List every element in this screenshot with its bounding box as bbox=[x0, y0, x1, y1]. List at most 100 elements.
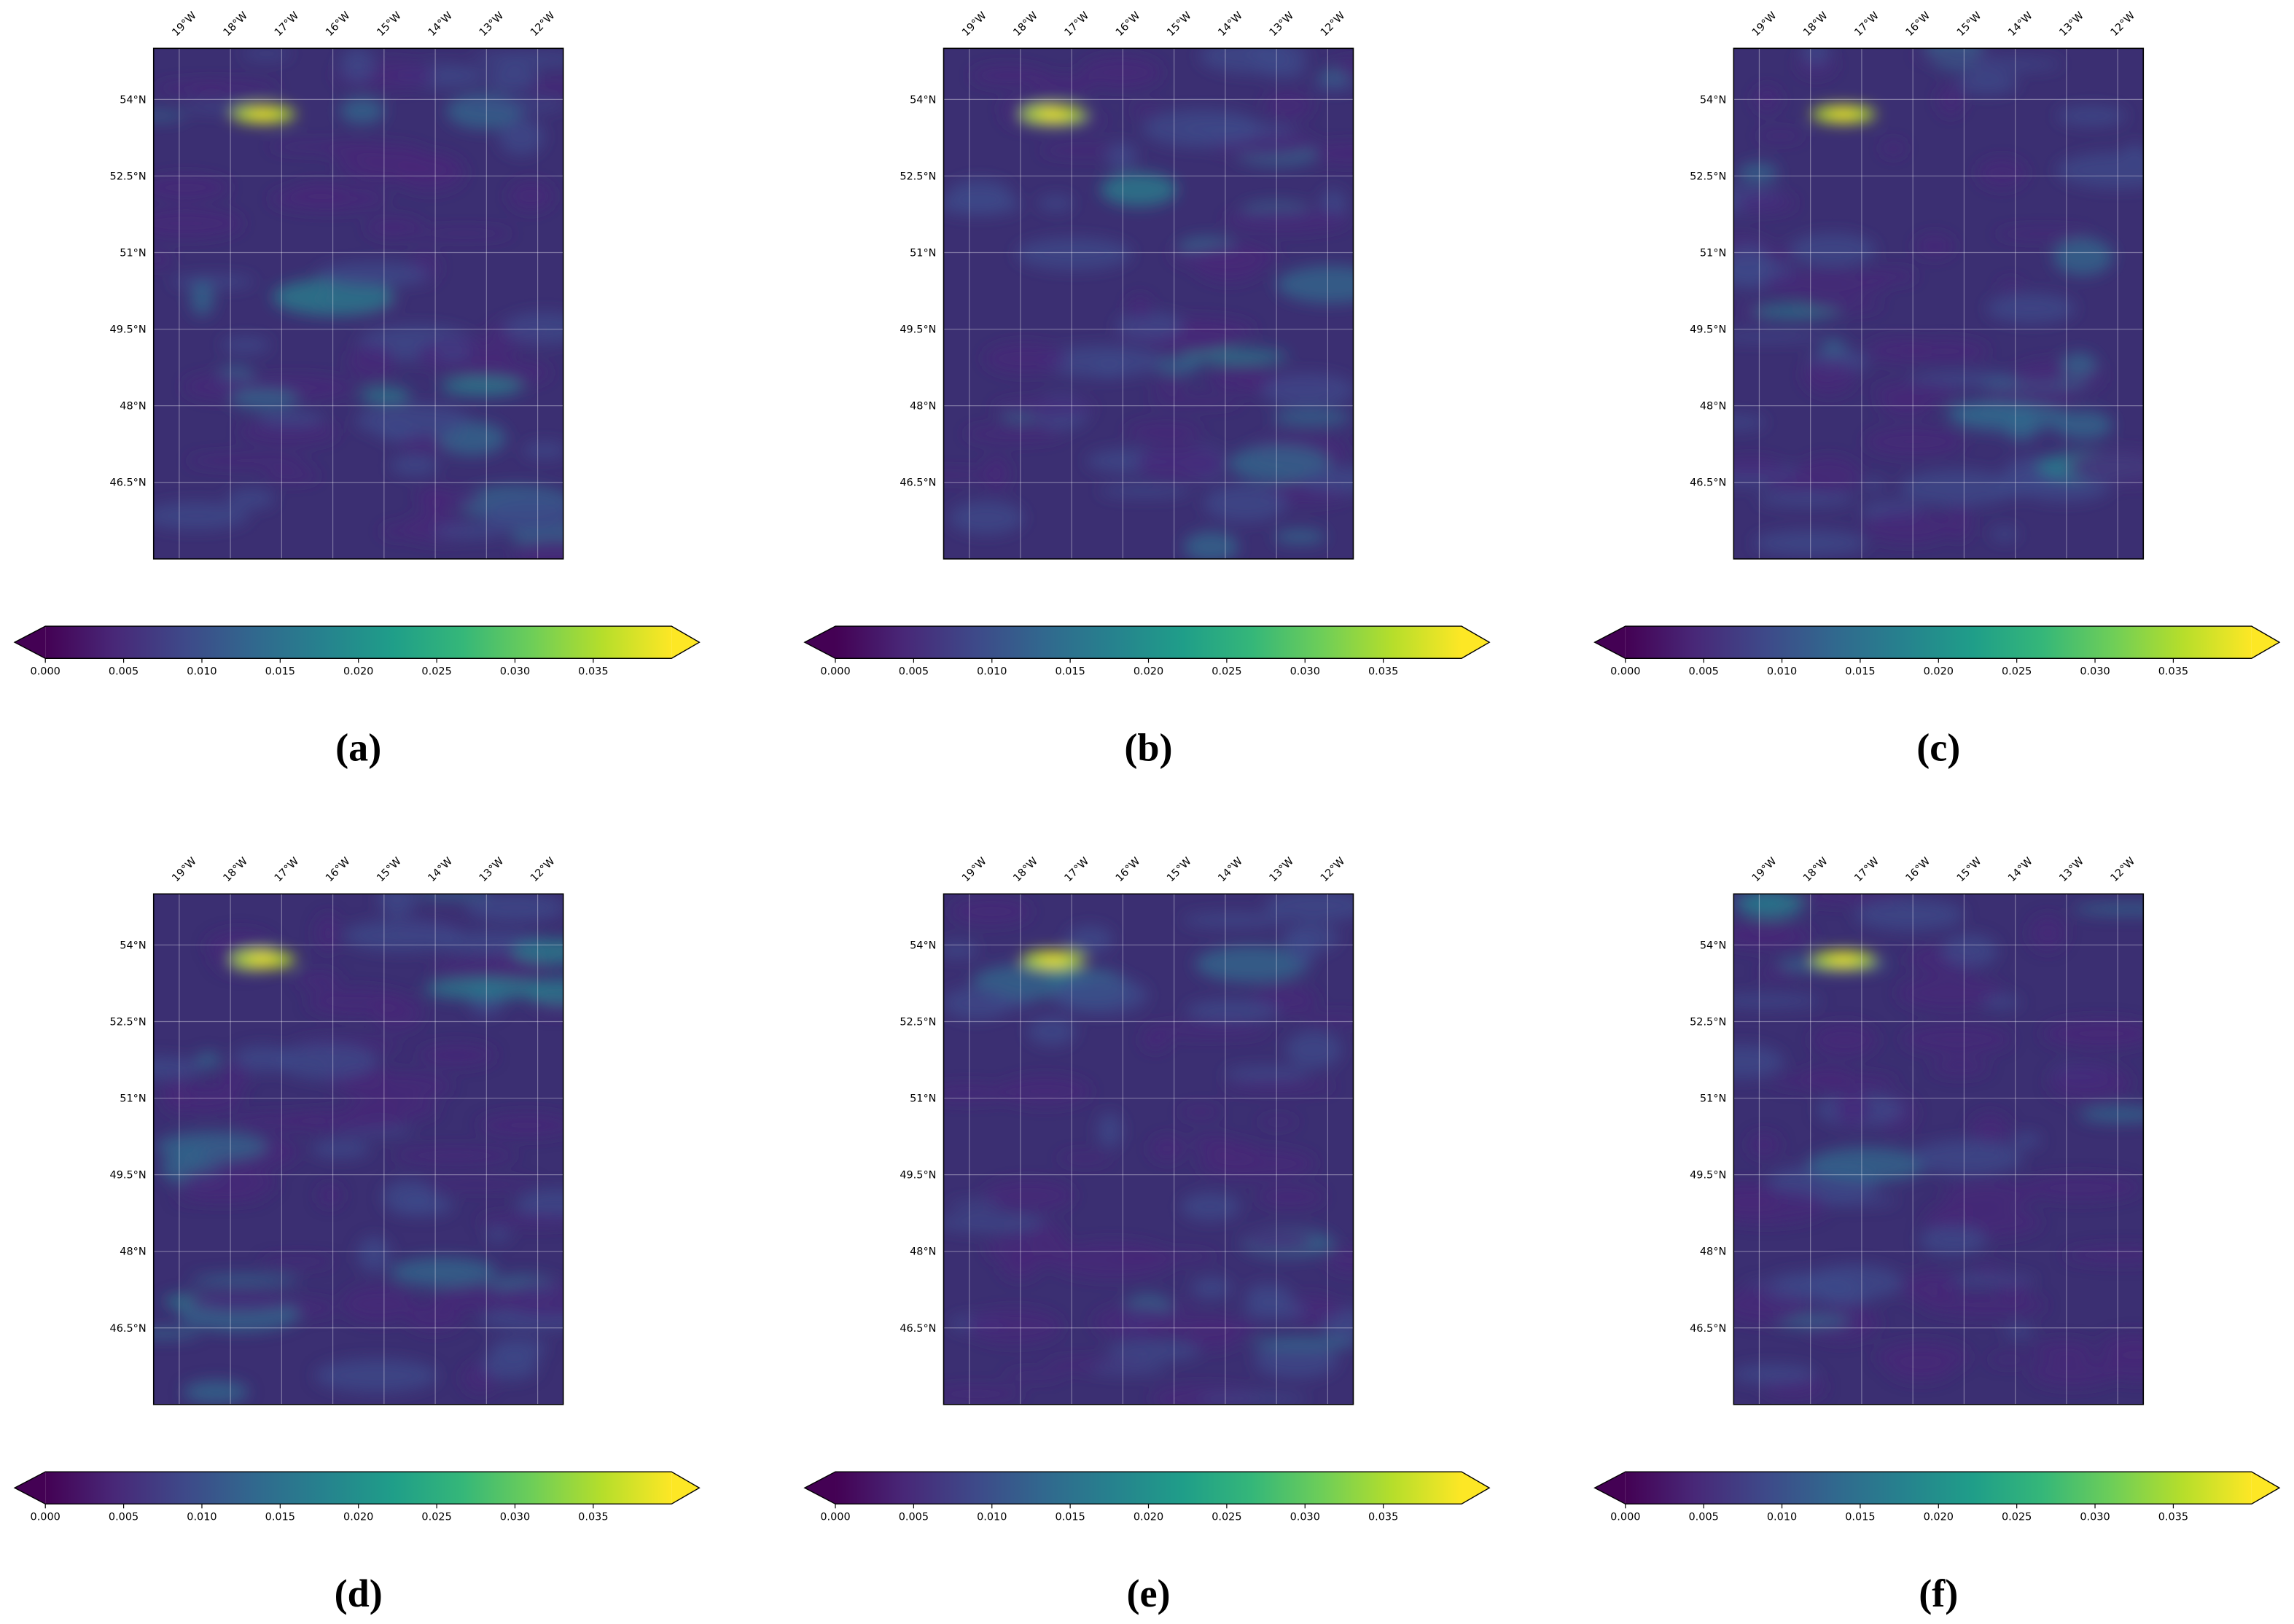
eddy bbox=[1737, 894, 1803, 919]
eddy bbox=[1748, 1133, 1781, 1157]
eddy bbox=[1811, 1023, 1878, 1057]
eddy bbox=[1264, 91, 1312, 120]
eddy bbox=[501, 1281, 563, 1318]
colorbar-tick-label: 0.010 bbox=[1767, 1511, 1797, 1523]
colorbar-extend bbox=[1462, 1472, 1490, 1504]
colorbar-tick-label: 0.035 bbox=[1368, 665, 1398, 677]
eddy bbox=[943, 1214, 1046, 1232]
colorbar-tick-label: 0.020 bbox=[1924, 665, 1954, 677]
eddy bbox=[1834, 1093, 1871, 1125]
eddy bbox=[1195, 945, 1309, 983]
eddy bbox=[316, 262, 430, 287]
field-texture bbox=[1733, 894, 2144, 1399]
eddy bbox=[1803, 358, 1857, 395]
colorbar-tick-label: 0.010 bbox=[977, 1511, 1007, 1523]
eddy bbox=[414, 1179, 539, 1190]
eddy bbox=[1107, 142, 1137, 171]
field-texture bbox=[943, 48, 1354, 559]
eddy bbox=[1733, 244, 1771, 281]
eddy bbox=[432, 957, 548, 978]
y-tick-label: 49.5°N bbox=[1690, 324, 1726, 336]
eddy bbox=[1914, 234, 1954, 258]
eddy bbox=[257, 411, 324, 426]
eddy bbox=[1733, 994, 1822, 1008]
eddy bbox=[2031, 1340, 2096, 1360]
eddy bbox=[481, 1351, 539, 1380]
eddy bbox=[357, 1236, 391, 1272]
eddy bbox=[337, 149, 453, 183]
eddy bbox=[943, 987, 1012, 1019]
colorbar-tick-label: 0.020 bbox=[1924, 1511, 1954, 1523]
x-tick-label: 12°W bbox=[528, 856, 558, 885]
x-tick-label: 16°W bbox=[1904, 856, 1933, 885]
eddy bbox=[348, 344, 395, 380]
colorbar-tick-label: 0.015 bbox=[265, 665, 295, 677]
panel-label: (b) bbox=[1124, 726, 1172, 770]
eddy bbox=[1182, 123, 1297, 137]
eddy bbox=[1191, 1277, 1232, 1299]
eddy bbox=[1184, 1315, 1243, 1351]
eddy bbox=[1106, 1341, 1200, 1362]
colorbar-extend bbox=[671, 1472, 700, 1504]
y-tick-label: 51°N bbox=[120, 1093, 146, 1105]
y-tick-label: 46.5°N bbox=[900, 1323, 936, 1335]
colorbar-tick-label: 0.035 bbox=[2158, 1511, 2188, 1523]
eddy bbox=[2048, 1063, 2131, 1101]
x-tick-label: 16°W bbox=[1114, 856, 1143, 885]
eddy bbox=[1900, 1270, 1961, 1305]
eddy bbox=[485, 1228, 511, 1241]
eddy bbox=[1245, 1284, 1292, 1309]
x-tick-label: 15°W bbox=[1165, 856, 1194, 885]
x-tick-label: 18°W bbox=[1011, 10, 1040, 39]
eddy bbox=[1854, 899, 1965, 931]
eddy bbox=[1182, 349, 1288, 364]
colorbar-extend bbox=[804, 626, 836, 659]
panel: 19°W 18°W 17°W 16°W 15°W 14°W 13°W 12°W 54°N 52.5… bbox=[803, 856, 1491, 1615]
colorbar-extend bbox=[15, 626, 46, 659]
eddy bbox=[1991, 528, 2018, 541]
field-texture bbox=[153, 48, 563, 559]
eddy bbox=[1317, 1303, 1346, 1316]
y-tick-label: 46.5°N bbox=[1690, 477, 1726, 489]
x-tick-label: 16°W bbox=[324, 856, 353, 885]
eddy bbox=[984, 456, 1010, 492]
x-tick-label: 14°W bbox=[426, 10, 456, 39]
eddy bbox=[1943, 1179, 2033, 1211]
colorbar-tick-label: 0.025 bbox=[2002, 1511, 2032, 1523]
eddy bbox=[432, 1285, 527, 1311]
eddy bbox=[1066, 926, 1113, 953]
eddy bbox=[1900, 339, 1989, 364]
eddy bbox=[2029, 1358, 2118, 1387]
y-tick-label: 48°N bbox=[120, 1246, 146, 1258]
eddy bbox=[1272, 410, 1351, 426]
x-tick-label: 16°W bbox=[324, 10, 353, 39]
eddy bbox=[314, 1359, 438, 1393]
colorbar bbox=[45, 1472, 672, 1504]
eddy bbox=[227, 488, 276, 509]
eddy bbox=[230, 1113, 326, 1130]
map-frame bbox=[1733, 893, 2145, 1405]
panel: 19°W 18°W 17°W 16°W 15°W 14°W 13°W 12°W 54°N 52.5… bbox=[13, 856, 701, 1615]
eddy bbox=[1754, 86, 1781, 112]
panel-label: (e) bbox=[1126, 1572, 1170, 1615]
field-texture bbox=[1733, 48, 2144, 556]
eddy bbox=[417, 1044, 496, 1066]
colorbar-tick-label: 0.025 bbox=[1212, 1511, 1241, 1523]
eddy bbox=[1828, 955, 1858, 964]
field bbox=[153, 48, 563, 559]
eddy bbox=[1284, 1295, 1339, 1325]
x-tick-label: 16°W bbox=[1904, 10, 1933, 39]
colorbar bbox=[835, 626, 1462, 659]
eddy bbox=[1795, 456, 1862, 495]
eddy bbox=[1265, 894, 1354, 921]
eddy bbox=[1807, 1195, 1899, 1206]
eddy bbox=[2021, 1174, 2142, 1201]
eddy bbox=[416, 487, 451, 506]
eddy bbox=[1998, 280, 2023, 293]
x-tick-label: 17°W bbox=[1852, 10, 1881, 39]
eddy bbox=[406, 1303, 463, 1332]
eddy bbox=[181, 1166, 277, 1200]
eddy bbox=[947, 179, 1013, 211]
eddy bbox=[2056, 152, 2144, 189]
map-frame bbox=[152, 47, 564, 560]
